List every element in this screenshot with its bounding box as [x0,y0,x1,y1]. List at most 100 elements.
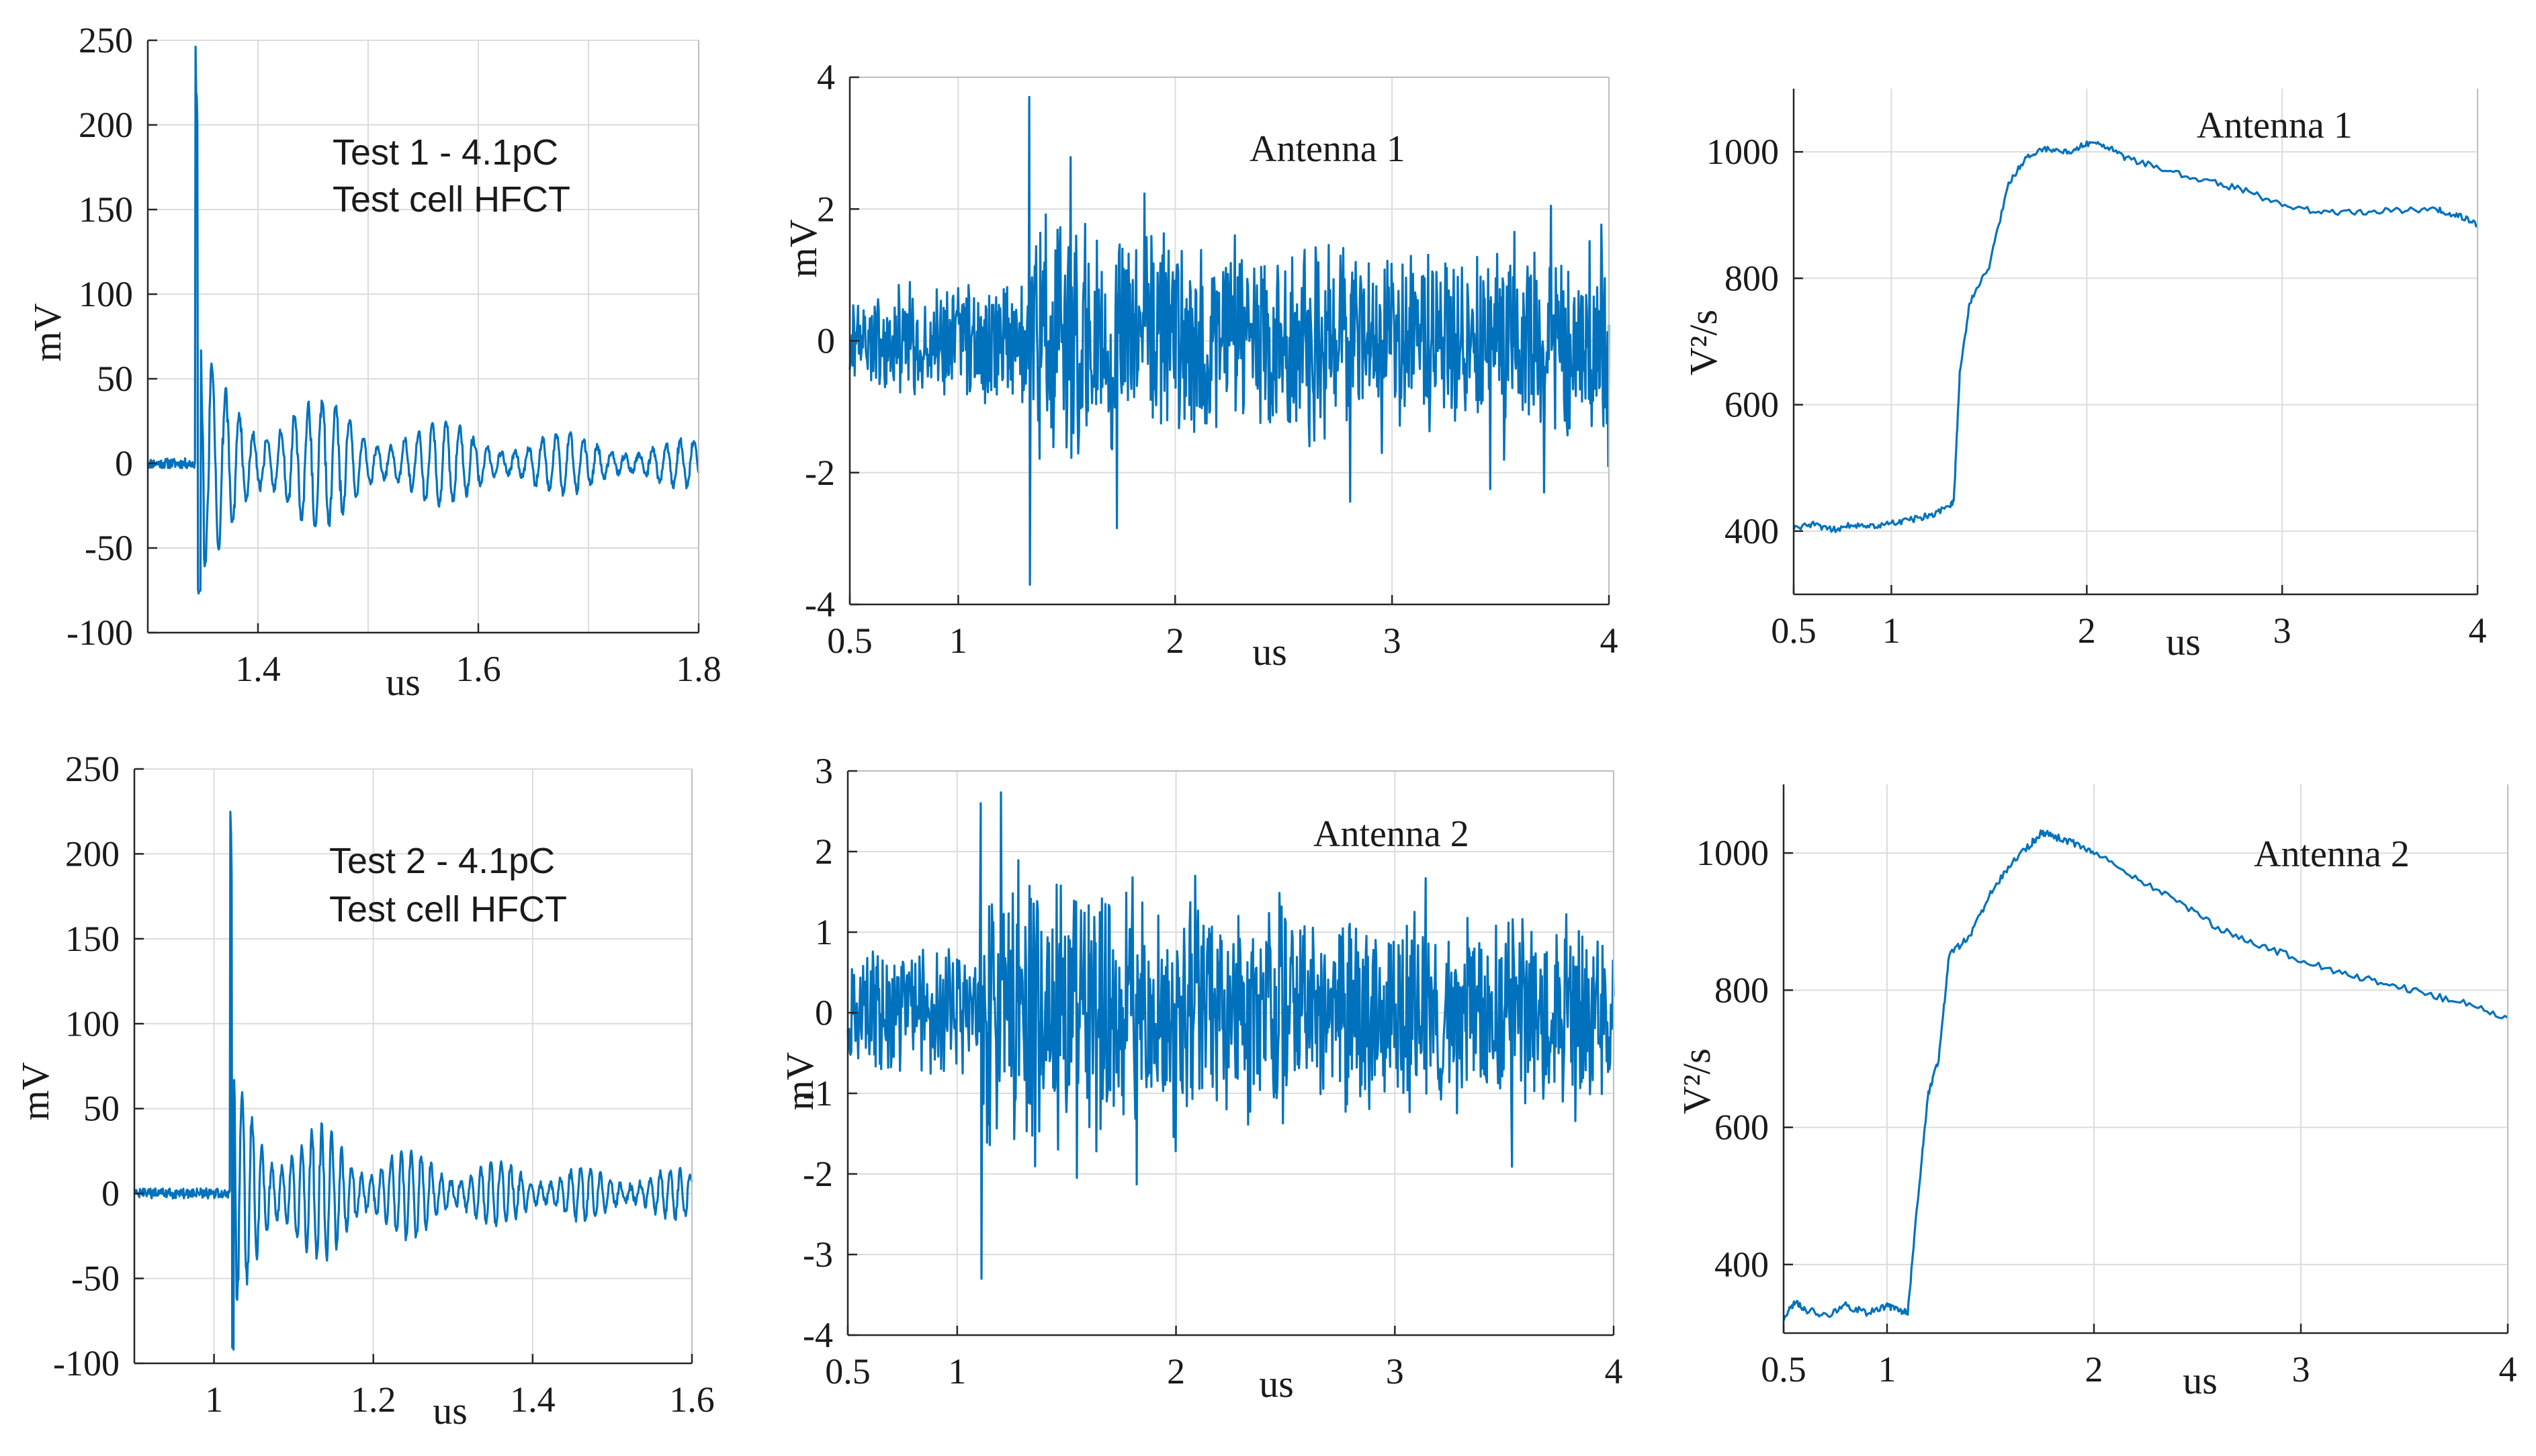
x-axis-label: us [1259,1362,1294,1406]
y-tick-label: 50 [97,359,133,399]
x-axis-label: us [2183,1359,2218,1402]
annotation-text: Antenna 1 [1250,128,1405,170]
y-tick-label: 0 [115,443,133,484]
x-tick-label: 3 [2273,610,2291,651]
y-tick-label: 2 [817,189,835,229]
y-tick-label: 3 [815,751,833,791]
y-tick-label: 0 [101,1173,120,1214]
series-line [1782,829,2508,1322]
x-tick-label: 4 [2499,1349,2517,1390]
x-tick-label: 4 [2469,610,2487,651]
y-tick-label: 100 [79,274,133,314]
series-line [133,811,693,1351]
x-tick-label: 2 [2085,1349,2103,1390]
y-tick-label: 50 [83,1089,120,1129]
y-tick-label: 200 [79,105,133,145]
series-line [848,95,1610,586]
y-tick-label: 0 [817,321,835,361]
x-axis-label: us [433,1389,468,1432]
annotation-text: Test 2 - 4.1pC [329,841,555,881]
series-line [147,45,700,595]
axes: 0.5 1 2 3 4 -4 -2 0 2 4 [805,57,1618,661]
annotation-text: Test 1 - 4.1pC [333,132,558,173]
y-tick-label: -50 [85,528,133,568]
x-tick-label: 1 [948,1351,966,1392]
x-tick-label: 1.4 [235,649,281,689]
x-tick-label: 3 [2292,1349,2310,1390]
y-tick-label: 800 [1724,258,1779,298]
x-tick-label: 0.5 [827,621,873,661]
y-tick-label: -2 [803,1154,833,1194]
plot-test2-hfct: 1 1.2 1.4 1.6 -100 -50 0 50 100 150 200 250 us mV Test… [13,749,715,1432]
y-tick-label: 4 [817,57,835,97]
x-axis-label: us [2166,620,2201,664]
x-tick-label: 1.6 [455,649,501,689]
y-tick-label: -1 [803,1073,833,1113]
x-tick-label: 4 [1600,621,1618,661]
x-axis-label: us [386,660,421,704]
y-tick-label: -100 [67,612,133,653]
axes: 1 1.2 1.4 1.6 -100 -50 0 50 100 150 200 250 [53,749,715,1420]
x-tick-label: 2 [1167,1351,1185,1392]
y-tick-label: 800 [1714,970,1769,1010]
x-tick-label: 3 [1386,1351,1404,1392]
y-tick-label: 600 [1724,385,1779,425]
x-axis-label: us [1252,630,1287,674]
y-axis-label: mV [781,219,825,277]
y-tick-label: 250 [65,749,120,789]
x-tick-label: 1.6 [669,1379,715,1420]
plot-antenna1-signal: 0.5 1 2 3 4 -4 -2 0 2 4 us mV Antenna 1 [781,57,1618,674]
x-tick-label: 0.5 [1761,1349,1806,1390]
x-tick-label: 3 [1383,621,1401,661]
y-tick-label: -4 [805,584,835,625]
x-tick-label: 1 [205,1379,223,1420]
annotation-text: Antenna 2 [2254,833,2410,875]
grid [148,40,699,633]
y-tick-label: 250 [79,20,133,60]
plot-test1-hfct: 1.4 1.6 1.8 -100 -50 0 50 100 150 200 250 us mV Test … [26,20,722,704]
x-tick-label: 1.8 [676,649,722,689]
annotation-text: Antenna 2 [1313,813,1469,855]
y-tick-label: 1000 [1696,833,1769,873]
y-tick-label: -2 [805,453,835,493]
plot-antenna2-signal: 0.5 1 2 3 4 -4 -3 -2 -1 0 1 2 3 us mV Antenna 2 [778,751,1623,1406]
y-tick-label: -3 [803,1234,833,1275]
y-tick-label: -50 [71,1259,120,1299]
y-tick-label: 600 [1714,1107,1769,1148]
x-tick-label: 2 [1166,621,1184,661]
y-tick-label: 1 [815,912,833,952]
annotation-text: Test cell HFCT [333,179,570,220]
annotation-text: Antenna 1 [2197,105,2353,146]
annotation-text: Test cell HFCT [329,889,567,929]
axes: 1.4 1.6 1.8 -100 -50 0 50 100 150 200 250 [67,20,722,689]
y-axis-label: mV [778,1052,822,1110]
y-axis-label: V²/s [1681,310,1725,375]
y-axis-label: V²/s [1675,1048,1718,1114]
y-tick-label: 2 [815,831,833,872]
y-tick-label: 150 [79,189,133,230]
x-tick-label: 1 [1878,1349,1896,1390]
y-tick-label: -100 [53,1343,120,1383]
y-tick-label: 200 [65,833,120,874]
y-tick-label: 0 [815,993,833,1033]
plot-antenna2-energy: 0.5 1 2 3 4 400 600 800 1000 us V²/s Antenna 2 [1675,784,2517,1402]
x-tick-label: 2 [2078,610,2096,651]
y-tick-label: 400 [1714,1244,1769,1285]
y-tick-label: 100 [65,1003,120,1044]
x-tick-label: 0.5 [1771,610,1817,651]
x-tick-label: 1.4 [510,1379,556,1420]
plot-antenna1-energy: 0.5 1 2 3 4 400 600 800 1000 us V²/s Antenna 1 [1681,89,2487,664]
x-tick-label: 4 [1605,1351,1623,1392]
series-line [1792,140,2479,533]
x-tick-label: 1 [949,621,967,661]
y-tick-label: 1000 [1706,132,1779,172]
x-tick-label: 1.2 [351,1379,396,1420]
grid [1794,89,2478,594]
axes: 0.5 1 2 3 4 400 600 800 1000 [1706,89,2487,651]
axes: 0.5 1 2 3 4 400 600 800 1000 [1696,784,2517,1390]
axes: 0.5 1 2 3 4 -4 -3 -2 -1 0 1 2 3 [803,751,1622,1392]
y-tick-label: 400 [1724,511,1779,551]
series-line [846,791,1615,1280]
y-tick-label: -4 [803,1315,833,1355]
